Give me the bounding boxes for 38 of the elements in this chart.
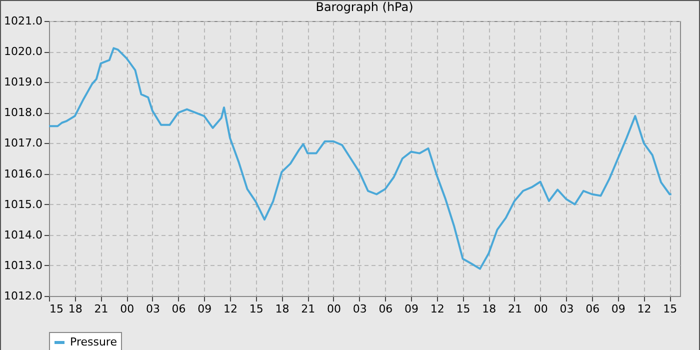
y-tick-label: 1021.0 <box>4 14 42 28</box>
y-tick-label: 1017.0 <box>4 136 42 150</box>
y-tick-label: 1015.0 <box>4 198 42 211</box>
line-series <box>49 47 672 270</box>
y-tick-label: 1019.0 <box>4 76 42 89</box>
x-tick-label: 12 <box>637 302 652 316</box>
y-tick-label: 1013.0 <box>4 258 42 272</box>
x-tick-label: 12 <box>430 302 444 316</box>
x-tick-label: 15 <box>50 302 64 316</box>
x-tick-label: 15 <box>663 302 678 316</box>
chart-title: Barograph (hPa) <box>316 0 414 14</box>
x-tick-label: 09 <box>198 302 212 316</box>
legend-label: Pressure <box>70 336 118 348</box>
x-tick-label: 21 <box>301 302 316 316</box>
x-tick-label: 06 <box>172 302 186 316</box>
x-tick-label: 00 <box>326 302 341 316</box>
y-tick-label: 1020.0 <box>4 45 42 58</box>
x-tick-label: 06 <box>586 302 600 316</box>
x-tick-label: 00 <box>534 302 548 316</box>
x-tick-label: 15 <box>249 302 264 316</box>
x-tick-label: 12 <box>224 302 238 316</box>
x-tick-label: 21 <box>508 302 522 316</box>
x-tick-label: 18 <box>275 302 290 316</box>
x-tick-label: 18 <box>482 302 496 316</box>
y-tick-label: 1012.0 <box>4 290 42 302</box>
y-tick-label: 1018.0 <box>4 106 42 120</box>
x-tick-label: 06 <box>378 302 393 316</box>
x-tick-label: 09 <box>611 302 626 316</box>
x-tick-label: 15 <box>456 302 470 316</box>
x-tick-label: 18 <box>68 302 82 316</box>
y-tick-label: 1016.0 <box>4 167 42 180</box>
x-tick-label: 03 <box>352 302 367 316</box>
x-tick-label: 09 <box>404 302 419 316</box>
x-tick-label: 00 <box>120 302 134 316</box>
x-tick-label: 21 <box>94 302 108 316</box>
y-tick-label: 1014.0 <box>4 228 42 242</box>
x-tick-label: 03 <box>146 302 160 316</box>
x-tick-label: 03 <box>560 302 574 316</box>
